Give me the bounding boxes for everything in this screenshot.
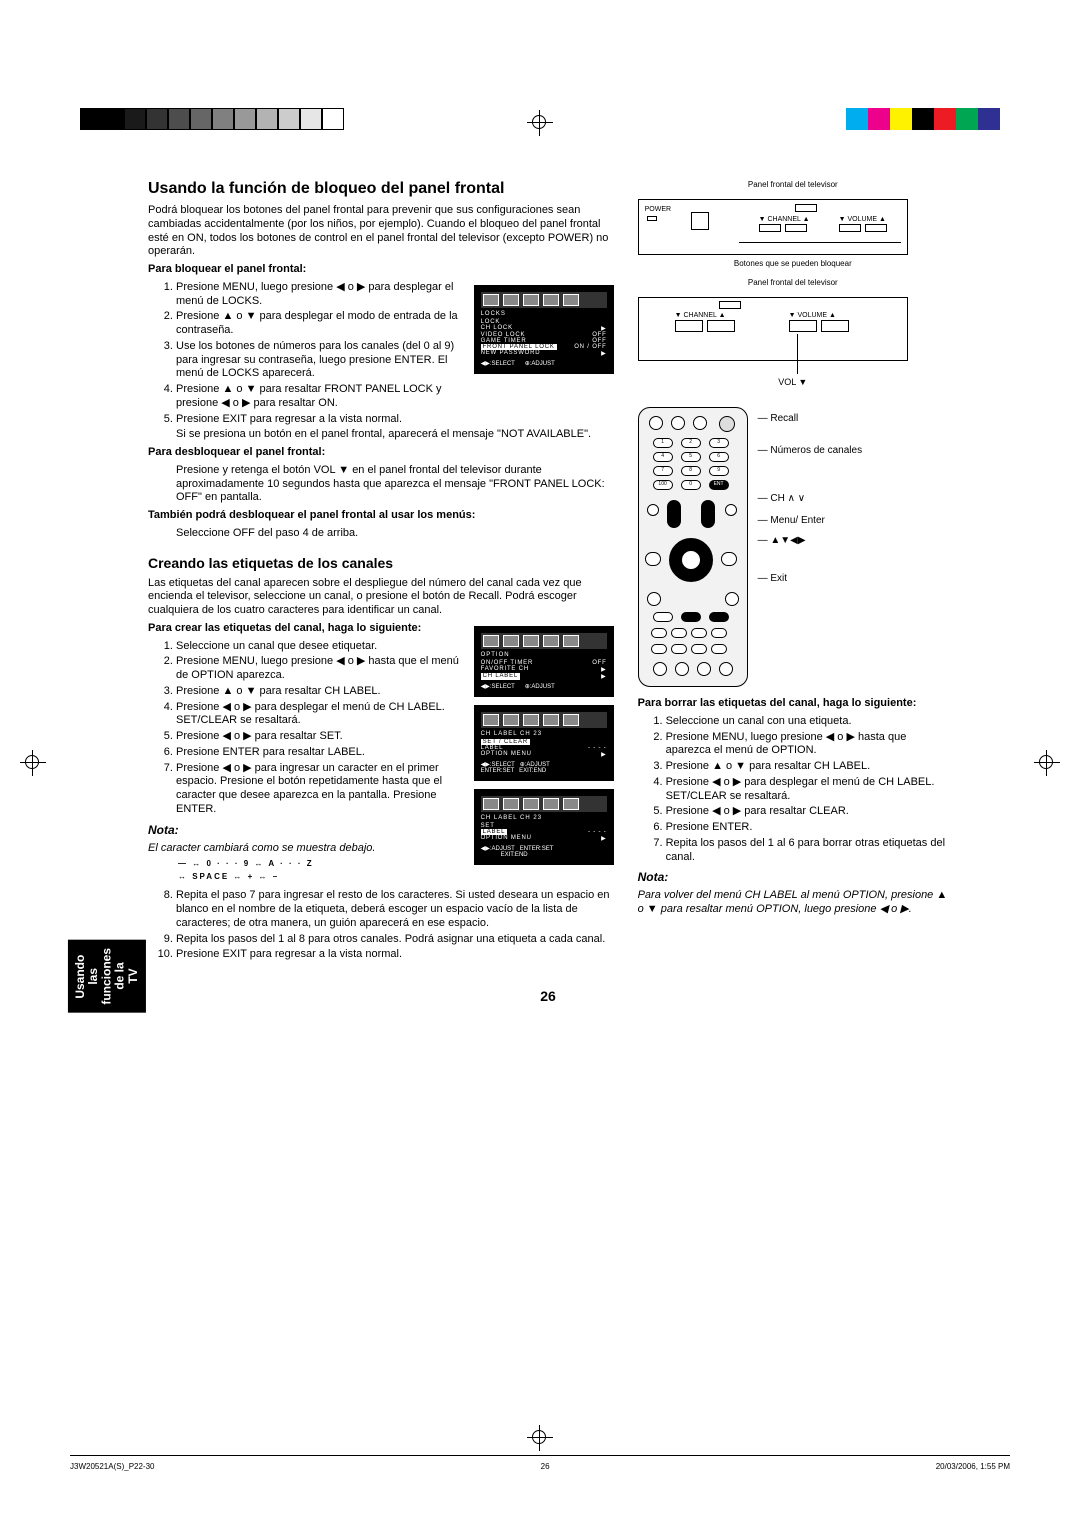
crosshair-bottom bbox=[527, 1425, 553, 1451]
menu-option: OPTIONON/OFF TIMEROFFFAVORITE CH▶CH LABE… bbox=[474, 626, 614, 697]
after-list1a: Si se presiona un botón en el panel fron… bbox=[176, 428, 614, 442]
menu-locks: LOCKSLOCKCH LOCK▶VIDEO LOCKOFFGAME TIMER… bbox=[474, 285, 614, 374]
footer-mid: 26 bbox=[541, 1462, 550, 1471]
list2b: Seleccione un canal con una etiqueta. Pre… bbox=[666, 715, 948, 865]
list-item: Presione ENTER para resaltar LABEL. bbox=[176, 746, 466, 760]
char-row2: ↔ SPACE ↔ + ↔ – bbox=[178, 872, 466, 881]
list-item: Presione MENU, luego presione ◀ o ▶ para… bbox=[176, 281, 466, 309]
remote-label-exit: Exit bbox=[770, 573, 787, 584]
list-item: Presione ◀ o ▶ para ingresar un caracter… bbox=[176, 762, 466, 817]
list-item: Presione ▲ o ▼ para resaltar CH LABEL. bbox=[666, 760, 948, 774]
list-item: Seleccione un canal que desee etiquetar. bbox=[176, 640, 466, 654]
footer-left: J3W20521A(S)_P22-30 bbox=[70, 1462, 155, 1471]
page-number: 26 bbox=[148, 988, 948, 1004]
list-item: Presione ◀ o ▶ para desplegar el menú de… bbox=[176, 701, 466, 729]
list-item: Presione ◀ o ▶ para desplegar el menú de… bbox=[666, 776, 948, 804]
tv-panel-diagram-1: POWER ▼ CHANNEL ▲ ▼ VOLUME ▲ bbox=[638, 199, 908, 255]
volume-label: ▼ VOLUME ▲ bbox=[839, 216, 886, 223]
list-item: Presione ▲ o ▼ para resaltar CH LABEL. bbox=[176, 685, 466, 699]
list-item: Presione ENTER. bbox=[666, 821, 948, 835]
list2a-continued: Repita el paso 7 para ingresar el resto … bbox=[176, 889, 614, 962]
list-item: Repita el paso 7 para ingresar el resto … bbox=[176, 889, 614, 930]
remote-label-arrows: ▲▼◀▶ bbox=[770, 535, 805, 546]
sub2b: Para borrar las etiquetas del canal, hag… bbox=[638, 697, 948, 711]
crosshair-top bbox=[527, 110, 553, 136]
list-item: Presione MENU, luego presione ◀ o ▶ hast… bbox=[666, 731, 948, 759]
section2-intro: Las etiquetas del canal aparecen sobre e… bbox=[148, 577, 614, 618]
page-content: Usando lasfunciones de laTV Usando la fu… bbox=[148, 180, 948, 964]
list-item: Repita los pasos del 1 al 8 para otros c… bbox=[176, 933, 614, 947]
volume-label2: ▼ VOLUME ▲ bbox=[789, 312, 836, 319]
nota2-h: Nota: bbox=[638, 870, 948, 885]
nota2-p: Para volver del menú CH LABEL al menú OP… bbox=[638, 889, 948, 917]
list-item: Use los botones de números para los cana… bbox=[176, 340, 466, 381]
sub1c: También podrá desbloquear el panel front… bbox=[148, 509, 614, 523]
sub2a: Para crear las etiquetas del canal, haga… bbox=[148, 622, 466, 636]
list-item: Presione MENU, luego presione ◀ o ▶ hast… bbox=[176, 655, 466, 683]
menu-chlabel-2: CH LABEL CH 23SETLABEL- - - -OPTION MENU… bbox=[474, 789, 614, 865]
remote-label-menu: Menu/ Enter bbox=[770, 515, 824, 526]
list-item: Presione ◀ o ▶ para resaltar CLEAR. bbox=[666, 805, 948, 819]
crosshair-right bbox=[1034, 750, 1060, 776]
nota1-p: El caracter cambiará como se muestra deb… bbox=[148, 842, 466, 856]
right-column: Panel frontal del televisor POWER ▼ CHAN… bbox=[638, 180, 948, 964]
remote-diagram: 1 2 3 4 5 6 7 8 9 100 0 ENT bbox=[638, 407, 748, 687]
list-item: Presione EXIT para regresar a la vista n… bbox=[176, 948, 614, 962]
remote-label-list: — Recall — Números de canales — CH ∧ ∨ —… bbox=[758, 407, 863, 585]
list-item: Repita los pasos del 1 al 6 para borrar … bbox=[666, 837, 948, 865]
remote-label-numeros: Números de canales bbox=[770, 445, 862, 456]
list-item: Presione EXIT para regresar a la vista n… bbox=[176, 413, 466, 427]
section1-intro: Podrá bloquear los botones del panel fro… bbox=[148, 204, 614, 259]
channel-label: ▼ CHANNEL ▲ bbox=[759, 216, 810, 223]
footer-right: 20/03/2006, 1:55 PM bbox=[936, 1462, 1010, 1471]
para1b: Presione y retenga el botón VOL ▼ en el … bbox=[176, 464, 614, 505]
list2a: Seleccione un canal que desee etiquetar.… bbox=[176, 640, 466, 817]
footer: J3W20521A(S)_P22-30 26 20/03/2006, 1:55 … bbox=[70, 1455, 1010, 1471]
panel-caption1: Panel frontal del televisor bbox=[638, 180, 948, 189]
color-swatches bbox=[846, 108, 1000, 130]
channel-label2: ▼ CHANNEL ▲ bbox=[675, 312, 726, 319]
left-column: Usando la función de bloqueo del panel f… bbox=[148, 180, 614, 964]
remote-label-ch: CH ∧ ∨ bbox=[770, 493, 805, 504]
nota1-h: Nota: bbox=[148, 823, 466, 838]
section1-heading: Usando la función de bloqueo del panel f… bbox=[148, 180, 614, 198]
grayscale-swatches bbox=[80, 108, 344, 130]
sub1b: Para desbloquear el panel frontal: bbox=[148, 446, 614, 460]
menu-chlabel-1: CH LABEL CH 23SET / CLEARLABEL- - - -OPT… bbox=[474, 705, 614, 781]
crosshair-left bbox=[20, 750, 46, 776]
power-label: POWER bbox=[645, 206, 671, 213]
remote-label-recall: Recall bbox=[770, 413, 798, 424]
list-item: Seleccione un canal con una etiqueta. bbox=[666, 715, 948, 729]
para1c: Seleccione OFF del paso 4 de arriba. bbox=[176, 527, 614, 541]
list1a: Presione MENU, luego presione ◀ o ▶ para… bbox=[176, 281, 466, 427]
remote-wrapper: 1 2 3 4 5 6 7 8 9 100 0 ENT bbox=[638, 407, 948, 687]
list-item: Presione ◀ o ▶ para resaltar SET. bbox=[176, 730, 466, 744]
vol-arrow-label: VOL ▼ bbox=[638, 377, 948, 387]
char-row1: — ↔ 0 · · · 9 ↔ A · · · Z bbox=[178, 859, 466, 868]
tv-panel-diagram-2: ▼ CHANNEL ▲ ▼ VOLUME ▲ bbox=[638, 297, 908, 361]
list-item: Presione ▲ o ▼ para desplegar el modo de… bbox=[176, 310, 466, 338]
panel-caption1b: Panel frontal del televisor bbox=[638, 278, 948, 287]
list-item: Presione ▲ o ▼ para resaltar FRONT PANEL… bbox=[176, 383, 466, 411]
panel-caption2: Botones que se pueden bloquear bbox=[638, 259, 948, 268]
side-tab: Usando lasfunciones de laTV bbox=[68, 940, 146, 1013]
sub1a: Para bloquear el panel frontal: bbox=[148, 263, 614, 277]
section2-heading: Creando las etiquetas de los canales bbox=[148, 555, 614, 571]
